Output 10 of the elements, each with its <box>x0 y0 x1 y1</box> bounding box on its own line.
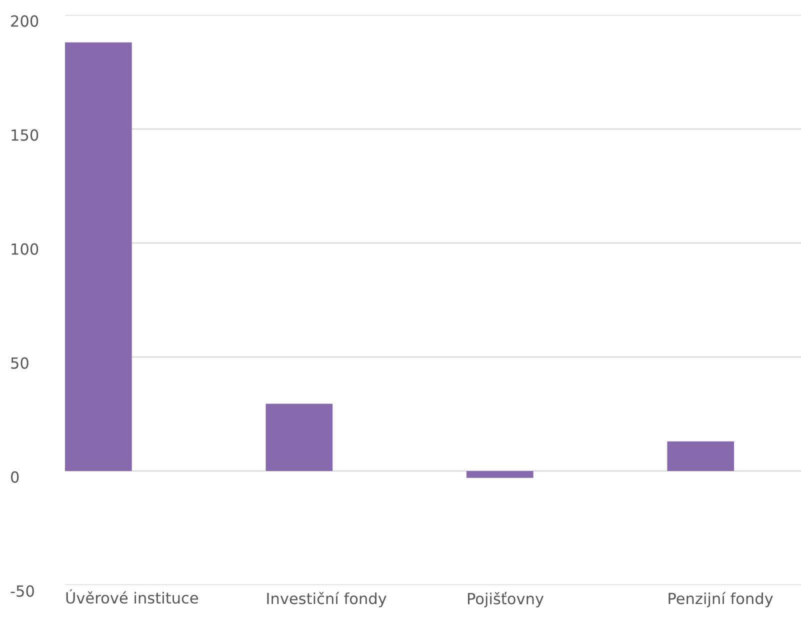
y-tick-label: 50 <box>11 357 28 369</box>
y-tick-label: 0 <box>11 471 19 483</box>
y-tick-label: -50 <box>10 585 34 597</box>
y-tick-label: 200 <box>11 15 38 27</box>
x-tick-label: Penzijní fondy <box>668 592 773 608</box>
y-tick-label: 100 <box>12 243 38 255</box>
y-tick-label: 150 <box>12 129 38 141</box>
x-tick-label: Investiční fondy <box>267 592 386 608</box>
x-tick-label: Pojišťovny <box>468 592 544 608</box>
x-tick-label: Úvěrové instituce <box>66 589 198 604</box>
